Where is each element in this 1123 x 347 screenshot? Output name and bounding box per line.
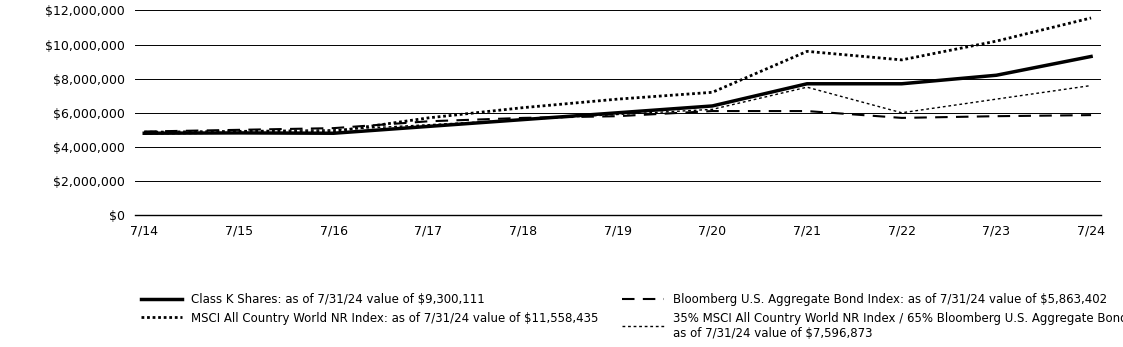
- Legend: Class K Shares: as of 7/31/24 value of $9,300,111, MSCI All Country World NR Ind: Class K Shares: as of 7/31/24 value of $…: [140, 293, 1123, 340]
